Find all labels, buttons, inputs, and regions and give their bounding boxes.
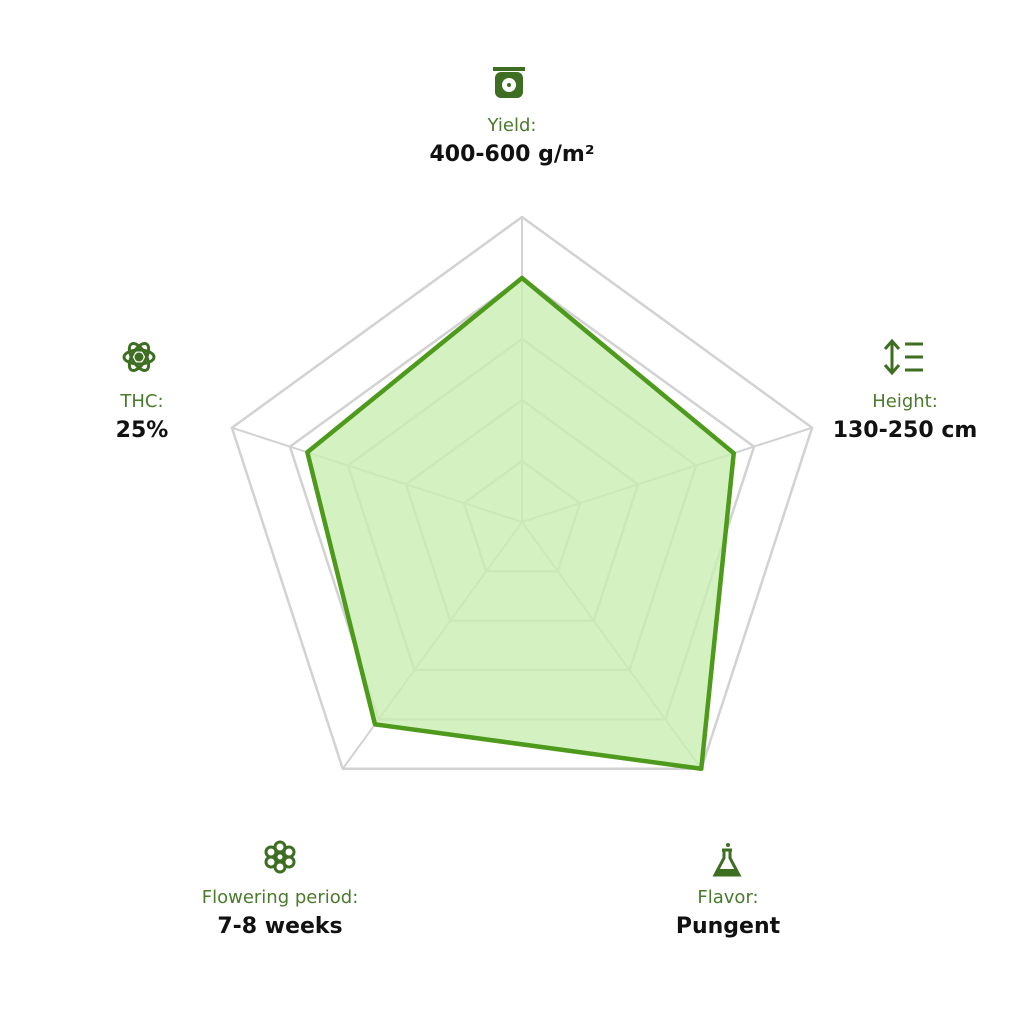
axis-label: Flowering period: [202,887,359,908]
axis-value: 130-250 cm [833,418,978,443]
flowering-icon [264,840,296,874]
axis-label: Yield: [487,115,537,136]
radar-area [305,275,737,772]
flavor-icon [712,843,742,877]
axis-label: THC: [119,391,163,412]
axis-label: Height: [872,391,938,412]
height-icon [883,338,923,376]
axis-value: 7-8 weeks [217,914,342,939]
yield-icon [493,67,525,98]
thc-icon [122,342,156,372]
axis-value: Pungent [676,914,781,939]
axis-value: 400-600 g/m² [430,142,595,167]
grid-ring [230,215,814,771]
axis-value: 25% [116,418,169,443]
axis-label: Flavor: [697,887,758,908]
